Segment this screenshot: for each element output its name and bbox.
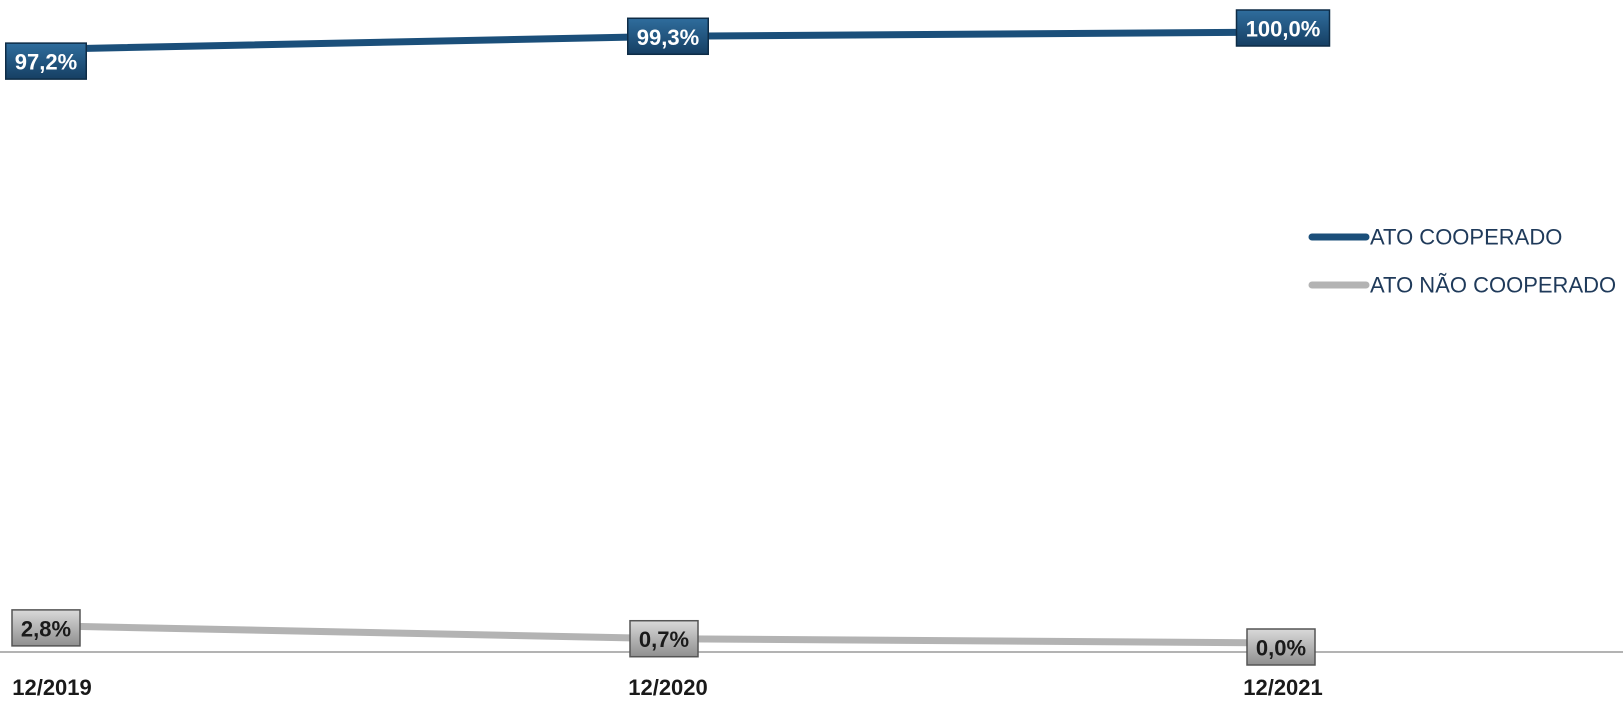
data-label-text-ato-cooperado-1: 99,3% [637, 25, 699, 50]
data-label-text-ato-cooperado-2: 100,0% [1246, 17, 1321, 42]
x-tick-labels: 12/2019 12/2020 12/2021 [12, 675, 1323, 700]
data-label-box-ato-nao-cooperado-0 [11, 609, 81, 647]
data-label-ato-nao-cooperado-1: 0,7% [629, 619, 699, 658]
data-label-text-ato-nao-cooperado-1: 0,7% [639, 627, 689, 652]
data-labels-layer: 97,2% 99,3% 100,0% 2,8% 0,7% 0,0% [5, 9, 1331, 666]
series-layer [48, 28, 1287, 647]
data-label-ato-cooperado-1: 99,3% [627, 17, 709, 56]
data-label-box-ato-cooperado-0 [5, 42, 87, 80]
legend-label-ato-cooperado: ATO COOPERADO [1370, 225, 1562, 250]
data-label-box-ato-nao-cooperado-2 [1246, 628, 1316, 666]
legend-label-ato-nao-cooperado: ATO NÃO COOPERADO [1370, 273, 1616, 298]
legend-item-ato-cooperado: ATO COOPERADO [1308, 225, 1562, 250]
data-label-text-ato-nao-cooperado-2: 0,0% [1256, 636, 1306, 661]
x-tick-label-1: 12/2020 [628, 675, 708, 700]
x-tick-label-0: 12/2019 [12, 675, 92, 700]
data-label-box-ato-nao-cooperado-1 [629, 619, 699, 658]
data-label-text-ato-cooperado-0: 97,2% [15, 50, 77, 75]
data-label-box-ato-cooperado-2 [1235, 9, 1331, 47]
data-label-text-ato-nao-cooperado-0: 2,8% [21, 616, 71, 641]
x-tick-label-2: 12/2021 [1243, 675, 1323, 700]
data-label-ato-cooperado-0: 97,2% [5, 42, 87, 80]
legend-item-ato-nao-cooperado: ATO NÃO COOPERADO [1308, 273, 1616, 298]
data-label-ato-cooperado-2: 100,0% [1235, 9, 1331, 47]
legend: ATO COOPERADO ATO NÃO COOPERADO [1308, 225, 1616, 298]
data-label-box-ato-cooperado-1 [627, 17, 709, 56]
data-label-ato-nao-cooperado-2: 0,0% [1246, 628, 1316, 666]
data-label-ato-nao-cooperado-0: 2,8% [11, 609, 81, 647]
